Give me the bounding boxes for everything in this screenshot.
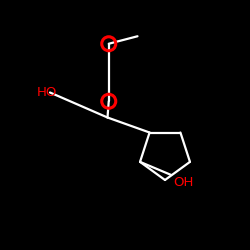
Text: OH: OH	[174, 176, 194, 189]
Text: HO: HO	[36, 86, 56, 99]
